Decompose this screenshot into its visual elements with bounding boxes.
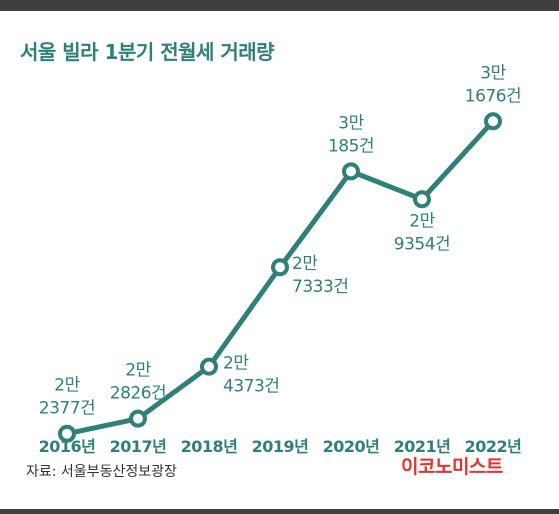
data-label-3-line-1: 2만 — [223, 354, 249, 374]
x-tick-label: 2017년 — [110, 437, 167, 456]
data-point-5 — [342, 162, 360, 181]
x-tick-label: 2020년 — [323, 437, 380, 456]
data-label-4-line-1: 2만 — [292, 254, 318, 274]
data-point-3 — [200, 357, 218, 376]
data-point-2 — [129, 409, 147, 428]
data-label-4-line-2: 7333건 — [292, 277, 348, 297]
data-point-4 — [271, 258, 289, 277]
data-point-1 — [58, 424, 76, 443]
bottom-bar — [0, 509, 559, 514]
data-label-5-line-1: 3만 — [338, 113, 364, 133]
data-label-6-line-1: 2만 — [409, 211, 435, 231]
x-tick-label: 2021년 — [394, 437, 451, 456]
data-label-6-line-2: 9354건 — [394, 234, 450, 254]
data-label-3-line-2: 4373건 — [223, 377, 279, 397]
data-label-5-line-2: 185건 — [328, 136, 374, 156]
data-label-1-line-1: 2만 — [54, 376, 80, 396]
x-tick-label: 2016년 — [39, 437, 96, 456]
x-tick-label: 2019년 — [252, 437, 309, 456]
data-label-7-line-1: 3만 — [480, 63, 506, 83]
chart-title: 서울 빌라 1분기 전월세 거래량 — [20, 40, 275, 64]
data-point-6 — [413, 190, 431, 209]
data-label-1-line-2: 2377건 — [39, 399, 95, 419]
data-point-7 — [484, 112, 502, 131]
x-tick-label: 2018년 — [181, 437, 238, 456]
source-note: 자료: 서울부동산정보광장 — [26, 464, 177, 480]
data-label-2-line-1: 2만 — [125, 361, 151, 381]
brand-logo: 이코노미스트 — [401, 456, 503, 478]
data-label-7-line-2: 1676건 — [465, 86, 521, 106]
data-label-2-line-2: 2826건 — [110, 384, 166, 404]
top-bar — [0, 0, 559, 11]
x-tick-label: 2022년 — [465, 437, 522, 456]
